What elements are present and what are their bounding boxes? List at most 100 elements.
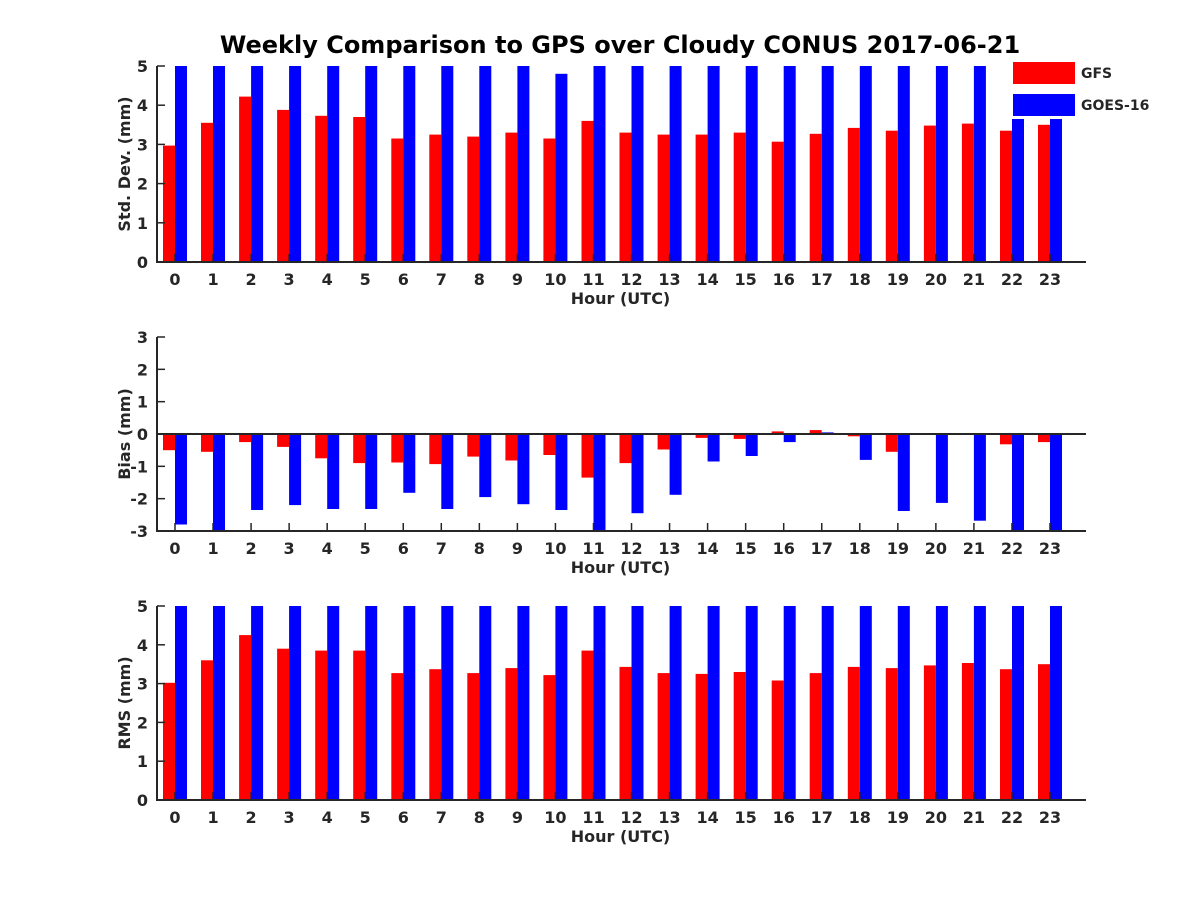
rms-xtick-label: 14 — [696, 808, 718, 827]
std-dev-bar-gfs-19 — [885, 130, 898, 262]
std-dev-bar-gfs-1 — [201, 122, 213, 262]
rms-bar-gfs-11 — [581, 650, 594, 800]
std-dev-bar-goes-16-1 — [213, 66, 225, 262]
std-dev-xlabel: Hour (UTC) — [571, 289, 671, 308]
bias-bar-gfs-9 — [505, 434, 518, 461]
bias-xtick-label: 22 — [1001, 539, 1023, 558]
bias-xtick-label: 6 — [398, 539, 409, 558]
bias-bar-goes-16-15 — [745, 434, 758, 456]
rms-bar-gfs-18 — [847, 666, 860, 800]
std-dev-bar-goes-16-19 — [897, 66, 910, 262]
std-dev-xtick-label: 21 — [963, 270, 985, 289]
rms-bar-goes-16-15 — [745, 606, 758, 800]
std-dev-xtick-label: 2 — [246, 270, 257, 289]
bias-bar-gfs-3 — [277, 434, 290, 447]
std-dev-bar-gfs-8 — [467, 136, 480, 262]
rms-bar-goes-16-13 — [669, 606, 682, 800]
std-dev-bar-goes-16-7 — [441, 66, 454, 262]
rms-bar-gfs-13 — [657, 673, 670, 800]
std-dev-bar-gfs-20 — [923, 125, 936, 262]
bias-xtick-label: 8 — [474, 539, 485, 558]
rms-bar-gfs-17 — [809, 673, 822, 800]
rms-bar-gfs-1 — [201, 660, 213, 800]
legend: GFS GOES-16 — [1010, 59, 1155, 119]
bias-xtick-label: 4 — [322, 539, 333, 558]
bias-ytick-label: 3 — [137, 328, 148, 347]
rms-bar-gfs-10 — [543, 675, 556, 800]
std-dev-xtick-label: 3 — [284, 270, 295, 289]
std-dev-bar-goes-16-3 — [289, 66, 302, 262]
std-dev-xtick-label: 6 — [398, 270, 409, 289]
std-dev-xtick-label: 14 — [696, 270, 718, 289]
std-dev-xtick-label: 18 — [849, 270, 871, 289]
rms-bars — [163, 606, 1062, 800]
std-dev-xtick-label: 9 — [512, 270, 523, 289]
bias-bar-goes-16-7 — [441, 434, 454, 509]
rms-bar-goes-16-14 — [707, 606, 720, 800]
rms-bar-goes-16-19 — [897, 606, 910, 800]
bias-bar-goes-16-14 — [707, 434, 720, 462]
rms-bar-gfs-20 — [923, 665, 936, 800]
bias-xtick-label: 23 — [1039, 539, 1061, 558]
bias-bar-gfs-12 — [619, 434, 632, 464]
rms-bar-gfs-19 — [885, 668, 898, 800]
rms-xtick-label: 15 — [735, 808, 757, 827]
bias-bar-goes-16-4 — [327, 434, 340, 509]
rms-xtick-label: 11 — [582, 808, 604, 827]
std-dev-ytick-label: 2 — [137, 175, 148, 194]
bias-bar-gfs-17 — [809, 430, 822, 434]
rms-xtick-label: 8 — [474, 808, 485, 827]
bias-bars — [163, 430, 1062, 531]
rms-bar-goes-16-18 — [859, 606, 872, 800]
std-dev-bar-goes-16-15 — [745, 66, 758, 262]
bias-xtick-label: 9 — [512, 539, 523, 558]
rms-bar-goes-16-2 — [251, 606, 264, 800]
rms-ytick-label: 2 — [137, 713, 148, 732]
rms-xtick-label: 5 — [360, 808, 371, 827]
std-dev-bar-gfs-10 — [543, 138, 556, 262]
std-dev-bar-gfs-23 — [1038, 124, 1050, 262]
bias-ytick-label: 2 — [137, 360, 148, 379]
std-dev-bar-goes-16-14 — [707, 66, 720, 262]
bias-bar-goes-16-12 — [631, 434, 644, 514]
rms-xtick-label: 10 — [544, 808, 566, 827]
bias-xtick-label: 0 — [169, 539, 180, 558]
bias-xtick-label: 1 — [207, 539, 218, 558]
rms-bar-goes-16-16 — [783, 606, 796, 800]
rms-bar-gfs-15 — [733, 672, 746, 800]
std-dev-ytick-label: 0 — [137, 253, 148, 272]
std-dev-xtick-label: 11 — [582, 270, 604, 289]
bias-xtick-label: 14 — [696, 539, 718, 558]
rms-xtick-label: 2 — [246, 808, 257, 827]
std-dev-bar-gfs-13 — [657, 134, 670, 262]
bias-bar-goes-16-23 — [1050, 434, 1062, 531]
bias-xtick-label: 10 — [544, 539, 566, 558]
std-dev-bar-gfs-21 — [961, 123, 974, 262]
bias-bar-goes-16-16 — [783, 434, 796, 443]
bias-ytick-label: -1 — [130, 457, 148, 476]
std-dev-bar-goes-16-5 — [365, 66, 378, 262]
bias-bar-goes-16-5 — [365, 434, 378, 509]
std-dev-xtick-label: 22 — [1001, 270, 1023, 289]
rms-bar-goes-16-3 — [289, 606, 302, 800]
rms-bar-goes-16-22 — [1012, 606, 1024, 800]
bias-bar-goes-16-19 — [897, 434, 910, 511]
bias-xtick-label: 13 — [658, 539, 680, 558]
rms-bar-gfs-8 — [467, 673, 480, 800]
rms-bar-gfs-14 — [695, 673, 708, 800]
bias-bar-goes-16-0 — [175, 434, 187, 525]
bias-xtick-label: 2 — [246, 539, 257, 558]
legend-swatch-gfs — [1013, 62, 1075, 84]
bias-bar-gfs-4 — [315, 434, 328, 459]
rms-xtick-label: 4 — [322, 808, 333, 827]
bias-bar-gfs-15 — [733, 434, 746, 439]
rms-xtick-label: 21 — [963, 808, 985, 827]
std-dev-bar-goes-16-9 — [517, 66, 530, 262]
std-dev-bar-gfs-2 — [239, 96, 252, 262]
std-dev-bar-gfs-6 — [391, 138, 404, 262]
std-dev-xtick-label: 12 — [620, 270, 642, 289]
rms-bar-goes-16-17 — [821, 606, 834, 800]
rms-xtick-label: 16 — [773, 808, 795, 827]
